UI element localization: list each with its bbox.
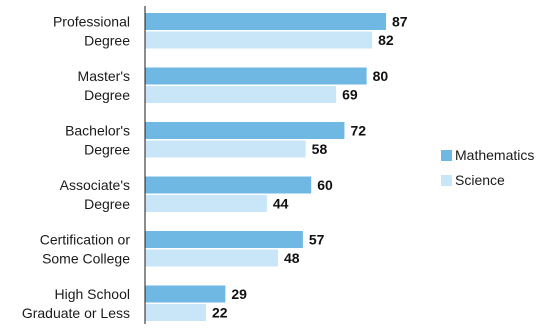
- value-label: 87: [392, 14, 408, 30]
- value-label: 80: [373, 68, 389, 84]
- bar-mathematics: [145, 176, 312, 194]
- bar-science: [145, 304, 206, 321]
- bars: [145, 13, 386, 321]
- category-label: Master's Degree: [78, 68, 131, 103]
- value-label: 82: [378, 32, 394, 48]
- category-label: High School Graduate or Less: [22, 286, 130, 321]
- bar-science: [145, 249, 278, 267]
- value-label: 57: [309, 232, 325, 248]
- category-labels: Professional Degree Master's Degree Bachelor…: [22, 13, 130, 321]
- category-label: Professional Degree: [53, 13, 130, 48]
- value-label: 60: [317, 177, 333, 193]
- bar-mathematics: [145, 231, 303, 248]
- value-label: 72: [350, 123, 366, 139]
- value-label: 69: [342, 87, 358, 103]
- value-label: 44: [273, 196, 289, 212]
- legend-label: Mathematics: [455, 147, 534, 163]
- category-label: Associate's Degree: [60, 177, 131, 212]
- bar-science: [145, 31, 373, 49]
- bar-mathematics: [145, 122, 345, 139]
- bar-mathematics: [145, 67, 367, 85]
- bar-mathematics: [145, 285, 226, 303]
- value-label: 48: [284, 250, 300, 266]
- legend-swatch: [441, 175, 452, 186]
- bar-science: [145, 86, 337, 103]
- bar-science: [145, 140, 306, 158]
- legend: Mathematics Science: [441, 147, 534, 188]
- category-label: Bachelor's Degree: [65, 122, 130, 157]
- value-label: 29: [231, 286, 247, 302]
- category-label: Certification or Some College: [40, 231, 131, 266]
- value-label: 58: [312, 141, 328, 157]
- bar-mathematics: [145, 13, 386, 30]
- legend-label: Science: [455, 172, 505, 188]
- value-label: 22: [212, 305, 228, 321]
- legend-swatch: [441, 150, 452, 161]
- bar-science: [145, 195, 267, 212]
